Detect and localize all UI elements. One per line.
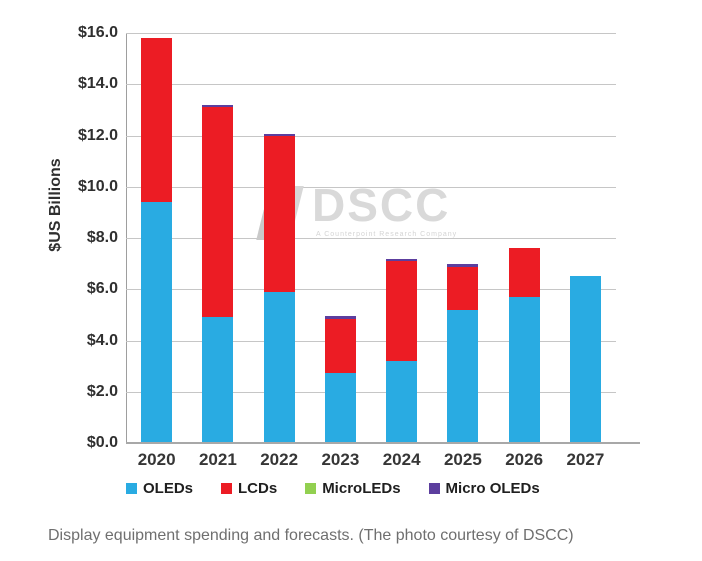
- x-tick-label-2026: 2026: [505, 450, 544, 469]
- bar-segment-2020-lcds: [141, 38, 173, 203]
- bar-segment-2021-lcds: [202, 107, 234, 318]
- y-tick-label: $12.0: [77, 126, 118, 144]
- x-axis-line: [126, 442, 640, 444]
- bar-segment-2027-oleds: [569, 276, 601, 443]
- y-tick-label: $16.0: [77, 24, 118, 41]
- legend-item-lcds: LCDs: [221, 480, 277, 497]
- plot-area: [126, 33, 616, 443]
- bar-segment-2025-lcds: [447, 267, 479, 310]
- bar-segment-2024-oleds: [386, 361, 418, 443]
- legend-label: MicroLEDs: [322, 480, 401, 497]
- legend-marker-icon: [305, 483, 317, 494]
- figure-caption: Display equipment spending and forecasts…: [48, 527, 574, 544]
- legend-item-micro-oleds: Micro OLEDs: [428, 480, 540, 497]
- x-tick-label-2020: 2020: [137, 450, 176, 469]
- gridline-6: [126, 289, 616, 291]
- bar-segment-2024-lcds: [386, 261, 418, 361]
- legend-marker-icon: [428, 483, 440, 494]
- gridline-4: [126, 340, 616, 342]
- y-tick-label: $10.0: [77, 177, 118, 195]
- y-tick-label: $6.0: [86, 280, 118, 298]
- legend-item-microleds: MicroLEDs: [305, 480, 401, 497]
- bar-segment-2021-micro-oleds: [202, 104, 234, 108]
- chart-legend: OLEDs LCDs MicroLEDs Micro OLEDs: [126, 480, 616, 497]
- legend-marker-icon: [221, 483, 233, 494]
- legend-marker-icon: [126, 483, 137, 494]
- bar-segment-2024-micro-oleds: [386, 258, 418, 262]
- x-tick-label-2025: 2025: [443, 450, 482, 469]
- gridline-2: [126, 391, 616, 393]
- y-tick-label: $2.0: [86, 382, 118, 400]
- x-tick-label-2024: 2024: [382, 450, 421, 469]
- bar-segment-2022-lcds: [263, 135, 295, 292]
- watermark-text: DSCC: [312, 179, 451, 231]
- bar-segment-2026-oleds: [508, 296, 540, 443]
- x-tick-label-2021: 2021: [198, 450, 237, 469]
- legend-label: Micro OLEDs: [445, 480, 540, 497]
- bar-segment-2023-micro-oleds: [324, 316, 356, 319]
- legend-item-oleds: OLEDs: [126, 480, 193, 497]
- bar-segment-2023-oleds: [324, 372, 356, 443]
- x-tick-label-2027: 2027: [566, 450, 605, 469]
- gridline-12: [126, 135, 616, 137]
- y-tick-label: $8.0: [86, 229, 118, 246]
- dscc-watermark: DSCC A Counterpoint Research Company: [256, 179, 458, 244]
- gridline-16: [126, 33, 616, 34]
- bar-segment-2023-lcds: [324, 318, 356, 373]
- bar-segment-2026-lcds: [508, 248, 540, 297]
- x-tick-label-2022: 2022: [260, 450, 299, 469]
- gridline-8: [126, 238, 616, 239]
- gridline-14: [126, 84, 616, 86]
- bar-segment-2021-oleds: [202, 317, 234, 443]
- legend-label: LCDs: [238, 480, 278, 497]
- bar-segment-2022-micro-oleds: [263, 134, 295, 136]
- bar-segment-2025-oleds: [447, 309, 479, 443]
- gridline-10: [126, 186, 616, 188]
- y-tick-label: $14.0: [77, 75, 118, 93]
- y-tick-label: $0.0: [86, 434, 118, 451]
- watermark-tagline: A Counterpoint Research Company: [316, 231, 458, 238]
- y-axis-title: $US Billions: [47, 158, 64, 252]
- bar-segment-2020-oleds: [141, 202, 173, 443]
- x-tick-label-2023: 2023: [321, 450, 360, 469]
- bar-segment-2022-oleds: [263, 291, 295, 443]
- bar-segment-2025-micro-oleds: [447, 263, 479, 268]
- y-tick-label: $4.0: [86, 331, 118, 349]
- legend-label: OLEDs: [143, 480, 194, 497]
